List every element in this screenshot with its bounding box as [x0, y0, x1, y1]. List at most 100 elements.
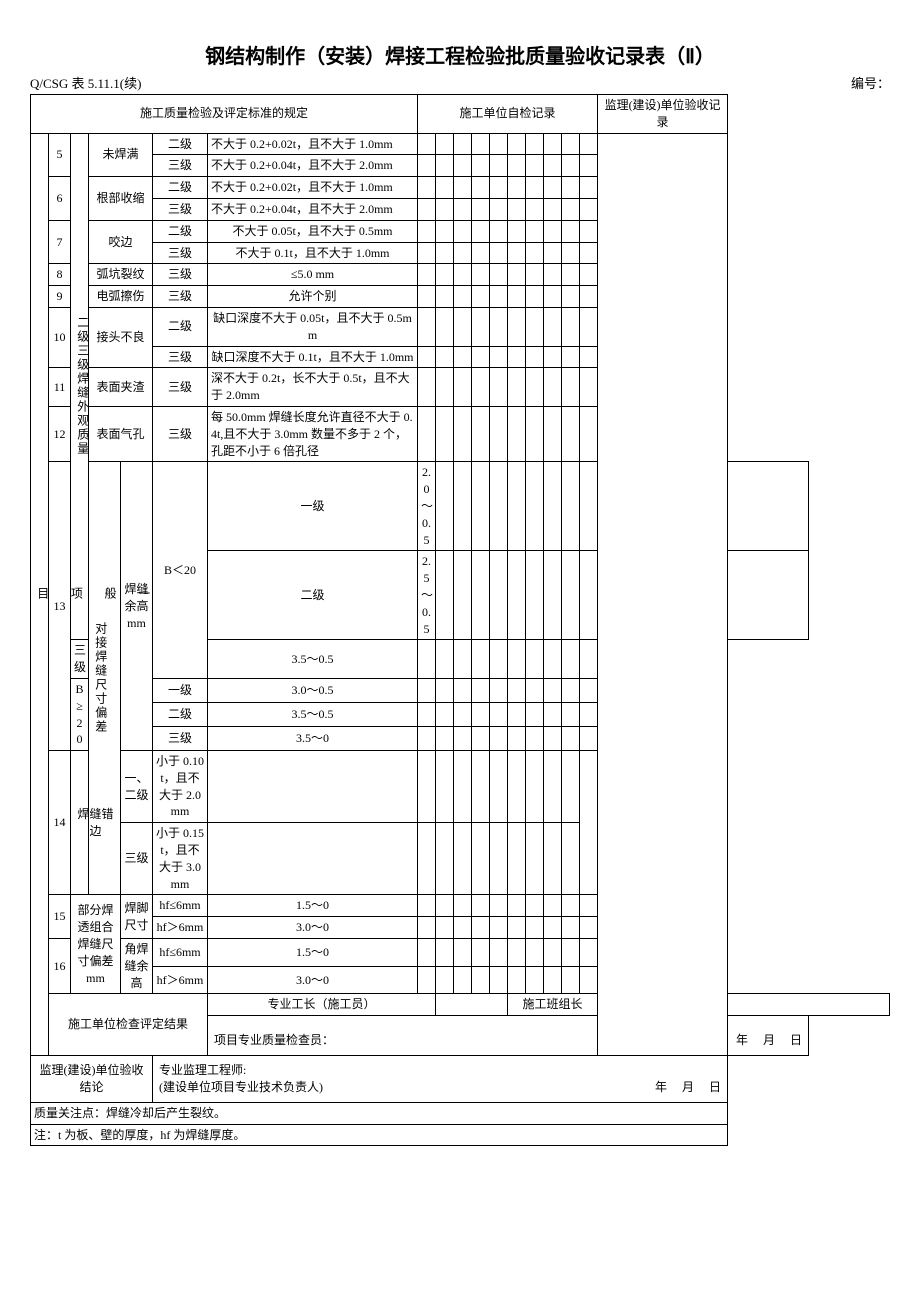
item-name: 部分焊透组合焊缝尺寸偏差 mm — [71, 895, 121, 994]
item-name: 接头不良 — [89, 307, 153, 367]
foreman-value[interactable] — [436, 994, 508, 1016]
spec-cell: 不大于 0.2+0.04t，且不大于 2.0mm — [208, 198, 418, 220]
spec-cell: 小于 0.10t，且不大于 2.0mm — [153, 751, 208, 823]
item-name: 根部收缩 — [89, 177, 153, 221]
grade-cell: hf≤6mm — [153, 939, 208, 967]
form-no: Q/CSG 表 5.11.1(续) — [30, 73, 141, 92]
row-num: 8 — [49, 264, 71, 286]
row-num: 5 — [49, 133, 71, 177]
table-row: 10 接头不良 二级 缺口深度不大于 0.05t，且不大于 0.5mm — [31, 307, 890, 346]
row-num: 10 — [49, 307, 71, 367]
spec-cell: 缺口深度不大于 0.1t，且不大于 1.0mm — [208, 346, 418, 368]
spec-cell: 不大于 0.05t，且不大于 0.5mm — [208, 220, 418, 242]
supervise-unit-label: 监理(建设)单位验收结论 — [31, 1056, 153, 1103]
row-num: 11 — [49, 368, 71, 407]
category-col: 二级三级焊缝外观质量 — [71, 133, 89, 640]
row-num: 14 — [49, 751, 71, 895]
unit-check-label: 施工单位检查评定结果 — [49, 994, 208, 1056]
inspector-label: 项目专业质量检查员： — [214, 1033, 334, 1047]
foreman-label: 专业工长（施工员） — [208, 994, 436, 1016]
row-num: 12 — [49, 406, 71, 461]
item-name: 表面气孔 — [89, 406, 153, 461]
grade-cell: 三级 — [153, 406, 208, 461]
grade-cell: 三级 — [153, 264, 208, 286]
row-num: 6 — [49, 177, 71, 221]
row-num: 15 — [49, 895, 71, 939]
table-row: 15 部分焊透组合焊缝尺寸偏差 mm 焊脚尺寸 hf≤6mm 1.5～0 — [31, 895, 890, 917]
grade-cell: hf≤6mm — [153, 895, 208, 917]
serial-no: 编号： — [851, 73, 890, 92]
grade-cell: 二级 — [153, 307, 208, 346]
note-row: 质量关注点：焊缝冷却后产生裂纹。 — [31, 1102, 890, 1124]
row-num: 13 — [49, 462, 71, 751]
spec-cell: 深不大于 0.2t，长不大于 0.5t，且不大于 2.0mm — [208, 368, 418, 407]
item-name: 电弧擦伤 — [89, 286, 153, 308]
item-sub: 焊脚尺寸 — [121, 895, 153, 939]
grade-cell: 三级 — [153, 242, 208, 264]
table-row: 三级 不大于 0.2+0.04t，且不大于 2.0mm — [31, 155, 890, 177]
supervise-owner-label: (建设单位项目专业技术负责人) — [159, 1080, 323, 1094]
spec-cell: 不大于 0.2+0.02t，且不大于 1.0mm — [208, 133, 418, 155]
grade-cell: 二级 — [153, 220, 208, 242]
item-name: 咬边 — [89, 220, 153, 264]
table-row: 16 角焊缝余高 hf≤6mm 1.5～0 — [31, 939, 890, 967]
table-row: 13 对接焊缝尺寸偏差 焊缝余高 mm B＜20 一级 2.0～0.5 — [31, 462, 890, 551]
spec-cell: ≤5.0 mm — [208, 264, 418, 286]
spec-cell: 不大于 0.2+0.02t，且不大于 1.0mm — [208, 177, 418, 199]
side-col: 一般项目 — [31, 133, 49, 1056]
table-row: 8 弧坑裂纹 三级 ≤5.0 mm — [31, 264, 890, 286]
table-row: 一般项目 5 二级三级焊缝外观质量 未焊满 二级 不大于 0.2+0.02t，且… — [31, 133, 890, 155]
page-title: 钢结构制作（安装）焊接工程检验批质量验收记录表（Ⅱ） — [30, 40, 890, 69]
spec-cell: 每 50.0mm 焊缝长度允许直径不大于 0.4t,且不大于 3.0mm 数量不… — [208, 406, 418, 461]
grade-cell: 一级 — [208, 462, 418, 551]
item-name: 焊缝余高 mm — [121, 462, 153, 751]
row-num: 7 — [49, 220, 71, 264]
inspection-table: 施工质量检验及评定标准的规定 施工单位自检记录 监理(建设)单位验收记录 一般项… — [30, 94, 890, 1146]
spec-cell: 不大于 0.2+0.04t，且不大于 2.0mm — [208, 155, 418, 177]
grade-cell: 三级 — [153, 346, 208, 368]
supervise-cell[interactable] — [598, 133, 728, 1056]
spec-cell: 允许个别 — [208, 286, 418, 308]
spec-cell: 不大于 0.1t，且不大于 1.0mm — [208, 242, 418, 264]
footer-row: 监理(建设)单位验收结论 专业监理工程师: (建设单位项目专业技术负责人) 年 … — [31, 1056, 890, 1103]
supervise-eng-label: 专业监理工程师: — [159, 1062, 721, 1079]
grade-cell: 一、二级 — [121, 751, 153, 823]
footer-row: 施工单位检查评定结果 专业工长（施工员） 施工班组长 — [31, 994, 890, 1016]
grade-cell: 三级 — [153, 155, 208, 177]
spec-cell: 1.5～0 — [208, 895, 418, 917]
table-row: 三级 缺口深度不大于 0.1t，且不大于 1.0mm — [31, 346, 890, 368]
table-row: 9 电弧擦伤 三级 允许个别 — [31, 286, 890, 308]
team-leader-value[interactable] — [728, 994, 890, 1016]
header-spec: 施工质量检验及评定标准的规定 — [31, 95, 418, 134]
table-row: 14 焊缝错边 一、二级 小于 0.10t，且不大于 2.0mm — [31, 751, 890, 823]
item-name: 表面夹渣 — [89, 368, 153, 407]
spec-cell: 1.5～0 — [208, 939, 418, 967]
header-selfcheck: 施工单位自检记录 — [418, 95, 598, 134]
spec-cell: 2.0～0.5 — [418, 462, 436, 551]
table-row: 12 表面气孔 三级 每 50.0mm 焊缝长度允许直径不大于 0.4t,且不大… — [31, 406, 890, 461]
table-row: 6 根部收缩 二级 不大于 0.2+0.02t，且不大于 1.0mm — [31, 177, 890, 199]
table-row: 三级 不大于 0.2+0.04t，且不大于 2.0mm — [31, 198, 890, 220]
grade-cell: 三级 — [153, 198, 208, 220]
grade-cell: 三级 — [153, 286, 208, 308]
header-row: 施工质量检验及评定标准的规定 施工单位自检记录 监理(建设)单位验收记录 — [31, 95, 890, 134]
item-sub: 角焊缝余高 — [121, 939, 153, 994]
sub-header: Q/CSG 表 5.11.1(续) 编号： — [30, 73, 890, 92]
item-name: 焊缝错边 — [71, 751, 121, 895]
item-name: 弧坑裂纹 — [89, 264, 153, 286]
note2: 注：t 为板、壁的厚度，hf 为焊缝厚度。 — [31, 1124, 728, 1146]
row-num: 16 — [49, 939, 71, 994]
table-row: 7 咬边 二级 不大于 0.05t，且不大于 0.5mm — [31, 220, 890, 242]
table-row: 三级 不大于 0.1t，且不大于 1.0mm — [31, 242, 890, 264]
spec-cell: 缺口深度不大于 0.05t，且不大于 0.5mm — [208, 307, 418, 346]
grade-cell: 三级 — [153, 368, 208, 407]
note-row: 注：t 为板、壁的厚度，hf 为焊缝厚度。 — [31, 1124, 890, 1146]
table-row: 11 表面夹渣 三级 深不大于 0.2t，长不大于 0.5t，且不大于 2.0m… — [31, 368, 890, 407]
sub-cell: B＜20 — [153, 462, 208, 679]
row-num: 9 — [49, 286, 71, 308]
grade-cell: 二级 — [153, 177, 208, 199]
header-supervise: 监理(建设)单位验收记录 — [598, 95, 728, 134]
team-leader-label: 施工班组长 — [508, 994, 598, 1016]
item-name: 未焊满 — [89, 133, 153, 177]
grade-cell: 二级 — [153, 133, 208, 155]
